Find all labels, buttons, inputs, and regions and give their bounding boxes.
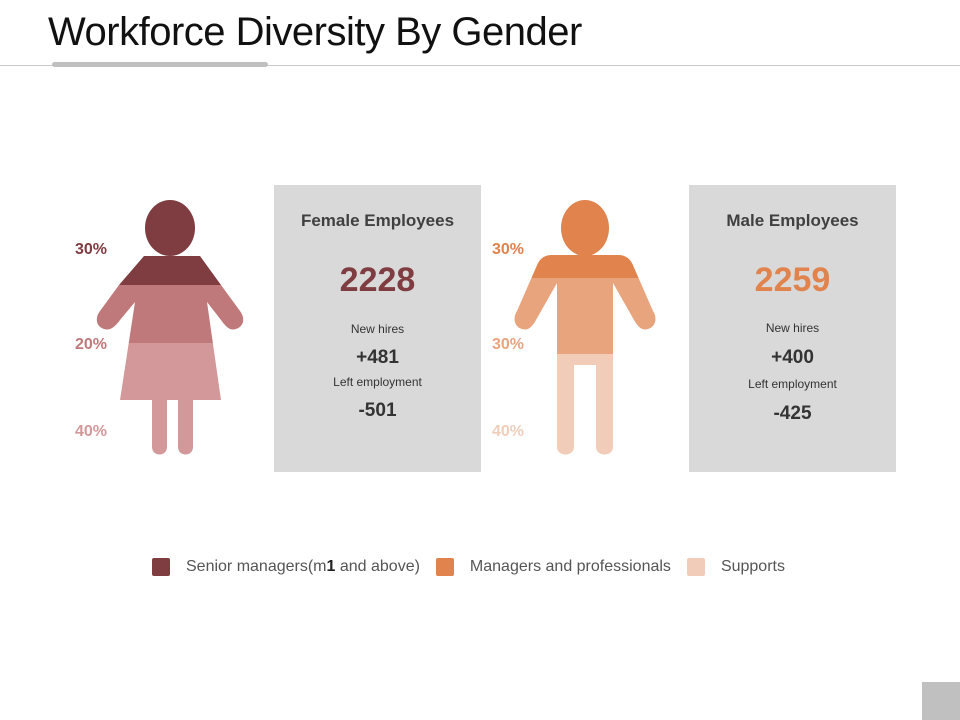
male-total: 2259 [754,261,831,299]
male-left-label: Left employment [748,377,837,391]
female-senior-segment [96,256,244,285]
legend: Senior managers(m1 and above) Managers a… [152,558,801,576]
male-pct-supports: 40% [492,423,525,440]
male-left-value: -425 [773,403,812,424]
male-person-icon [514,200,656,455]
corner-navigation-box[interactable] [922,682,960,720]
male-senior-segment [514,255,656,278]
female-managers-segment [96,285,244,343]
male-supports-segment [514,354,656,455]
female-supports-segment [96,343,244,455]
legend-label-senior: Senior managers(m1 and above) [186,558,420,575]
female-pct-supports: 40% [75,423,108,440]
male-new-hires-value: +400 [771,347,814,368]
male-pct-senior: 30% [492,241,525,258]
legend-swatch-managers [435,558,454,576]
female-left-value: -501 [358,400,397,421]
female-pct-senior: 30% [75,241,108,258]
male-managers-segment [514,278,656,354]
male-card-title: Male Employees [726,211,859,230]
title-accent-bar [52,62,268,67]
legend-swatch-senior [152,558,170,576]
page-title: Workforce Diversity By Gender [48,10,582,54]
female-new-hires-label: New hires [350,322,405,336]
female-card: Female Employees 2228 New hires +481 Lef… [274,185,481,472]
female-card-title: Female Employees [300,211,455,230]
male-head [561,200,609,256]
legend-label-managers: Managers and professionals [469,558,671,575]
male-card: Male Employees 2259 New hires +400 Left … [689,185,896,472]
male-new-hires-label: New hires [765,321,820,335]
male-pct-managers: 30% [492,336,525,353]
female-pct-managers: 20% [75,336,108,353]
female-head [145,200,195,256]
female-left-label: Left employment [333,375,422,389]
female-person-icon [96,200,244,455]
title-divider [0,65,960,66]
female-new-hires-value: +481 [356,347,399,368]
legend-swatch-supports [686,558,705,576]
female-total: 2228 [339,261,416,299]
legend-label-supports: Supports [720,558,785,575]
